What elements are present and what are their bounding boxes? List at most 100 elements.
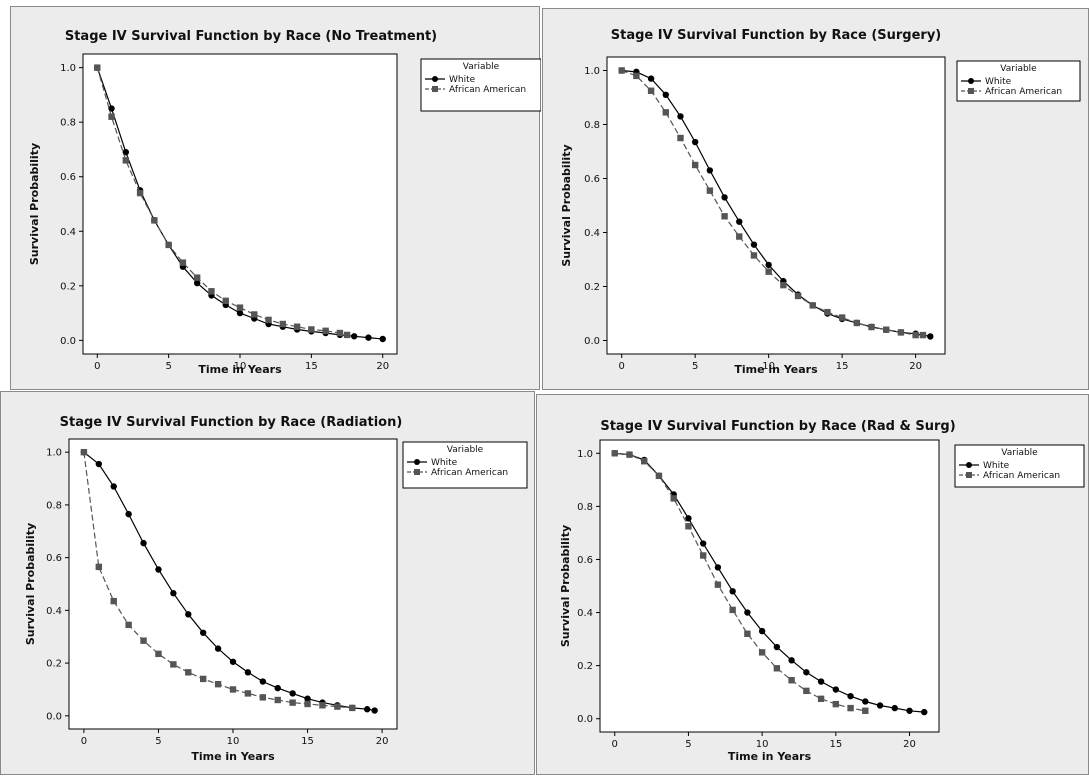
data-point [151,217,158,224]
data-point [293,323,301,330]
data-point [897,329,905,336]
y-tick-label: 0.0 [584,336,600,347]
data-point [817,678,825,685]
data-point [229,686,237,693]
data-point [319,702,326,709]
x-tick-label: 0 [612,739,618,750]
data-point [729,588,736,595]
x-axis-label: Time in Years [728,750,812,763]
data-point [80,448,88,456]
legend-box [954,444,1085,488]
data-point [322,327,329,335]
data-point [265,316,272,324]
x-tick-label: 10 [756,739,769,750]
plot-area [599,439,940,733]
x-tick-label: 15 [301,736,314,747]
chart-surgery: Stage IV Survival Function by Race (Surg… [560,28,1081,376]
data-point [199,675,207,683]
legend-label: African American [985,87,1062,97]
data-point [193,274,201,281]
legend-label: White [431,458,458,468]
data-point [170,661,177,668]
data-point [343,331,351,339]
data-point [236,309,244,317]
data-point [876,702,884,709]
data-point [750,252,758,259]
data-point [170,590,177,597]
y-tick-label: 1.0 [46,448,62,459]
data-point [371,707,378,714]
data-point [921,708,928,716]
legend-marker [414,459,420,465]
plot-area [82,53,398,355]
data-point [214,645,222,652]
y-tick-label: 0.2 [577,661,593,672]
y-tick-label: 0.2 [60,281,76,292]
data-point [868,323,875,331]
x-tick-label: 5 [155,736,161,747]
y-axis-label: Survival Probability [560,144,573,266]
data-point [906,707,913,714]
data-point [788,677,795,684]
data-point [891,704,898,712]
legend-marker [968,78,974,84]
data-point [334,703,341,710]
data-point [691,161,699,169]
data-point [832,686,840,693]
data-point [108,113,115,120]
legend-marker [966,462,972,468]
data-point [758,649,766,656]
data-point [336,329,344,337]
chart-rad-surg: Stage IV Survival Function by Race (Rad … [559,419,1085,763]
chart-title: Stage IV Survival Function by Race (Surg… [611,28,942,43]
x-tick-label: 10 [762,361,775,372]
plot-area [68,438,398,730]
chart-panel-no-treatment: Stage IV Survival Function by Race (No T… [10,6,541,390]
chart-title: Stage IV Survival Function by Race (Rad … [600,419,955,434]
plot-area [606,56,946,355]
data-point [765,268,772,275]
data-point [847,692,854,700]
data-point [912,331,919,339]
data-point [229,658,237,665]
x-tick-label: 0 [81,736,87,747]
data-point [214,680,222,688]
legend-box [402,441,528,489]
x-tick-label: 0 [619,361,625,372]
legend-title: Variable [447,445,484,455]
data-point [729,606,736,614]
data-point [788,657,795,664]
data-point [140,637,147,644]
data-point [122,157,130,164]
data-point [641,458,648,465]
y-tick-label: 0.6 [46,553,62,564]
data-point [744,630,751,637]
data-point [251,311,258,318]
data-point [289,699,296,706]
data-point [647,75,655,82]
data-point [140,539,147,547]
data-point [259,694,267,701]
chart-title: Stage IV Survival Function by Race (Radi… [60,415,403,430]
data-point [691,138,699,146]
chart-radiation: Stage IV Survival Function by Race (Radi… [24,415,528,763]
data-point [244,669,252,676]
x-tick-label: 0 [94,361,100,372]
data-point [685,523,692,530]
y-tick-label: 0.6 [584,174,600,185]
legend-box [420,58,541,112]
data-point [208,288,215,295]
y-tick-label: 0.4 [60,227,76,238]
series-line [621,69,923,336]
x-axis-label: Time in Years [191,750,275,763]
y-tick-label: 0.0 [60,336,76,347]
data-point [244,690,252,697]
data-point [125,510,132,518]
data-point [883,326,890,333]
legend-label: African American [449,85,526,95]
data-point [199,629,207,636]
data-point [304,695,311,702]
